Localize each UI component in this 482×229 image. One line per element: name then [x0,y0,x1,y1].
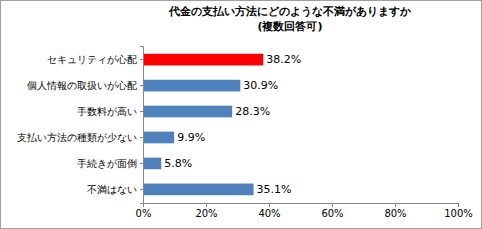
x-tick-label: 40% [258,208,280,219]
y-tick-mark [140,59,143,60]
x-axis-line [144,204,459,208]
y-tick-label: 個人情報の取扱いが心配 [27,80,137,91]
y-tick-label: 不満はない [87,184,137,195]
y-tick-label: 支払い方法の種類が少ない [17,132,137,143]
y-tick-mark [140,137,143,138]
data-label: 30.9% [243,79,278,92]
x-tick-mark [458,203,459,207]
y-axis: セキュリティが心配個人情報の取扱いが心配手数料が高い支払い方法の種類が少ない手続… [17,47,144,204]
x-tick: 100% [444,203,473,219]
x-tick-label: 80% [384,208,406,219]
bar [143,54,263,66]
bars [143,54,263,195]
x-tick: 40% [258,203,280,219]
x-tick: 20% [195,203,217,219]
x-tick: 80% [384,203,406,219]
y-tick-label: 手数料が高い [77,106,137,117]
x-tick-label: 60% [321,208,343,219]
bar [143,184,254,196]
bar [143,132,174,144]
title: 代金の支払い方法にどのような不満がありますか [168,5,412,18]
y-tick-label: セキュリティが心配 [47,54,137,65]
y-tick-mark [140,111,143,112]
chart-border [1,1,482,229]
data-label: 5.8% [164,157,192,170]
y-tick-label: 手続きが面倒 [77,158,137,169]
x-tick-label: 100% [444,208,473,219]
y-tick-mark [140,163,143,164]
data-labels: 38.2% 30.9% 28.3% 9.9% 5.8% 35.1% [164,53,301,196]
y-tick: 支払い方法の種類が少ない [17,132,143,143]
y-tick-mark [140,85,143,86]
data-label: 9.9% [177,131,205,144]
data-label: 28.3% [235,105,270,118]
y-tick: 手数料が高い [77,106,143,117]
y-axis-line [140,47,144,204]
y-tick-mark [140,189,143,190]
y-tick: 個人情報の取扱いが心配 [27,80,143,91]
bar [143,158,161,170]
plot: 0% 20% 40% 60% 80% 100% セキュリティが心配個人情報の取扱いが心配手数… [17,47,473,220]
bar [143,106,232,118]
chart: 代金の支払い方法にどのような不満がありますか (複数回答可) 0% 20% 40% 60%… [0,0,482,229]
x-axis: 0% 20% 40% 60% 80% 100% [136,203,473,219]
x-tick-mark [395,203,396,207]
x-tick-label: 20% [195,208,217,219]
data-label: 35.1% [257,183,292,196]
subtitle: (複数回答可) [257,20,322,33]
y-tick: セキュリティが心配 [47,54,143,65]
y-tick: 不満はない [87,184,143,195]
data-label: 38.2% [266,53,301,66]
x-tick-label: 0% [136,208,152,219]
x-tick-mark [332,203,333,207]
x-tick: 60% [321,203,343,219]
x-tick-mark [269,203,270,207]
y-tick: 手続きが面倒 [77,158,143,169]
x-tick: 0% [136,203,152,219]
x-tick-mark [206,203,207,207]
bar [143,80,240,92]
